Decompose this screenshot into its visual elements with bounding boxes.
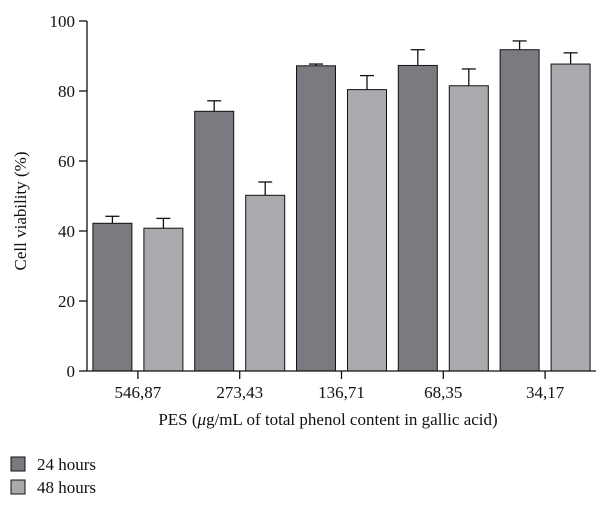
y-tick-label: 0 [67, 362, 76, 381]
bar-48h [347, 89, 387, 372]
x-ticks: 546,87 273,43 136,71 68,35 34,17 [115, 371, 565, 402]
legend-label-48h: 48 hours [37, 478, 96, 497]
y-axis-label: Cell viability (%) [11, 152, 30, 271]
x-tick-label: 68,35 [424, 383, 462, 402]
x-tick-label: 546,87 [115, 383, 162, 402]
x-tick-label: 34,17 [526, 383, 565, 402]
bars-layer [92, 49, 591, 372]
bar-48h [550, 63, 591, 372]
bar-24h [397, 64, 438, 372]
legend-swatch-24h [10, 456, 26, 472]
bar-24h [92, 222, 133, 372]
bar-24h [194, 110, 235, 372]
bar-48h [143, 227, 184, 372]
y-tick-label: 80 [58, 82, 75, 101]
y-tick-label: 40 [58, 222, 75, 241]
x-tick-label: 273,43 [216, 383, 263, 402]
x-axis-label-prefix: PES ( [158, 410, 198, 429]
bar-24h [499, 49, 540, 372]
bar-48h [245, 194, 286, 372]
bar-24h [296, 65, 336, 372]
x-tick-label: 136,71 [318, 383, 365, 402]
legend: 24 hours 48 hours [10, 455, 96, 497]
x-axis-label-mu: μ [197, 410, 207, 429]
y-tick-label: 20 [58, 292, 75, 311]
legend-label-24h: 24 hours [37, 455, 96, 474]
legend-swatch-48h [10, 479, 26, 495]
y-ticks: 0 20 40 60 80 100 [50, 12, 87, 381]
bar-48h [448, 85, 489, 372]
y-tick-label: 60 [58, 152, 75, 171]
x-axis-label: PES (μg/mL of total phenol content in ga… [158, 410, 497, 429]
y-tick-label: 100 [50, 12, 76, 31]
x-axis-label-suffix: g/mL of total phenol content in gallic a… [206, 410, 498, 429]
error-bars-layer [105, 40, 578, 229]
